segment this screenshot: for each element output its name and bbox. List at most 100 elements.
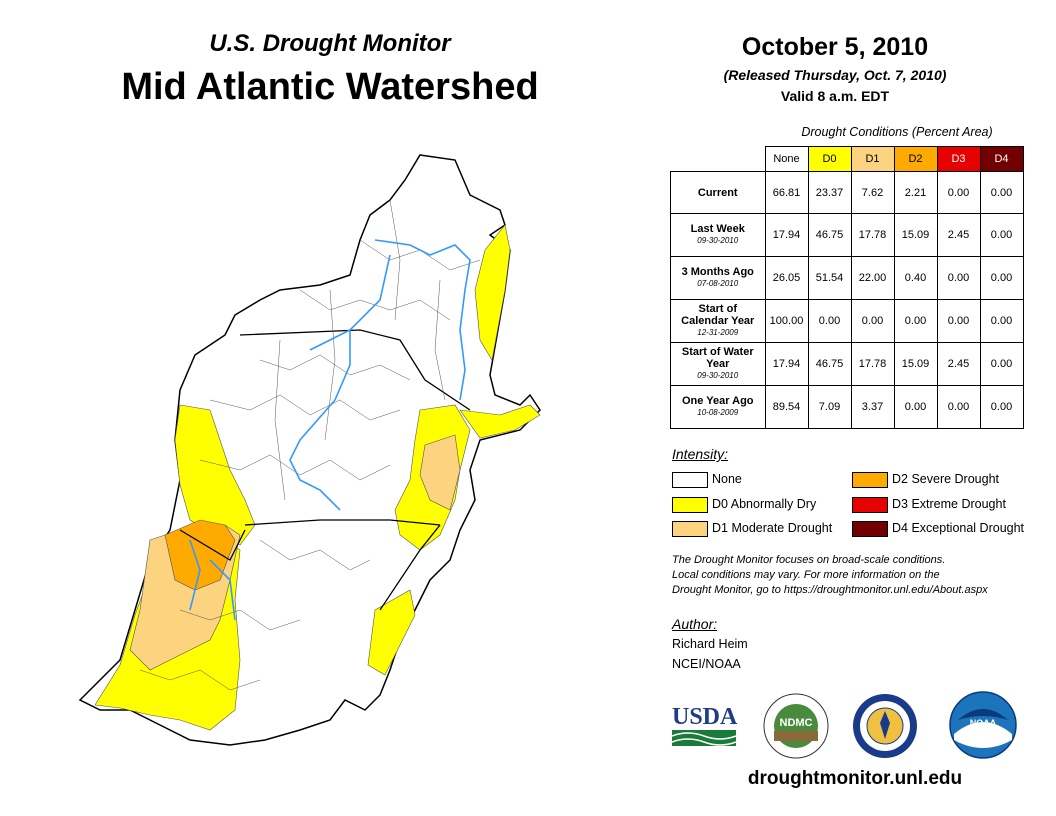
cell-d1: 7.62 [850, 171, 895, 214]
cell-d4: 0.00 [979, 256, 1024, 300]
row-date: 09-30-2010 [697, 236, 739, 245]
drought-d0-region [474, 224, 511, 361]
legend-label-d1: D1 Moderate Drought [712, 521, 833, 535]
table-row: One Year Ago 10-08-2009 89.54 7.09 3.37 0.00 0… [670, 385, 1024, 429]
disclaimer-note: The Drought Monitor focuses on broad-sca… [672, 553, 1042, 598]
table-row: Last Week 09-30-2010 17.94 46.75 17.78 15.09 2… [670, 213, 1024, 257]
legend-swatch-d4 [852, 520, 888, 537]
noaa-logo: NOAA [949, 691, 1017, 759]
cell-d4: 0.00 [979, 171, 1024, 214]
legend-label-d3: D3 Extreme Drought [892, 497, 1006, 511]
cell-d1: 0.00 [850, 299, 895, 343]
table-row: Current 66.81 23.37 7.62 2.21 0.00 0.00 [670, 171, 1024, 214]
drought-d2-region [164, 519, 236, 591]
legend-item-d2: D2 Severe Drought [852, 471, 1000, 488]
cell-d1: 17.78 [850, 213, 895, 257]
legend-label-d4: D4 Exceptional Drought [892, 521, 1025, 535]
state-boundary [239, 329, 471, 411]
state-boundary [179, 529, 246, 561]
author-organization: NCEI/NOAA [672, 657, 741, 671]
cell-d0: 46.75 [807, 213, 852, 257]
note-line: The Drought Monitor focuses on broad-sca… [672, 554, 946, 566]
table-header-row: None D0 D1 D2 D3 D4 [671, 146, 1024, 172]
table-caption: Drought Conditions (Percent Area) [801, 125, 993, 139]
map-date: October 5, 2010 [741, 33, 929, 61]
legend-item-d1: D1 Moderate Drought [672, 520, 833, 537]
drought-d0-region [459, 404, 541, 439]
author-label: Author: [672, 616, 718, 632]
cell-d2: 0.00 [893, 299, 938, 343]
row-date: 09-30-2010 [697, 371, 739, 380]
legend-swatch-d2 [852, 471, 888, 488]
legend-swatch-d0 [672, 496, 708, 513]
note-line: Local conditions may vary. For more info… [672, 569, 940, 581]
cell-d0: 23.37 [807, 171, 852, 214]
map-title: Mid Atlantic Watershed [121, 66, 539, 108]
svg-text:NOAA: NOAA [970, 718, 997, 728]
cell-d2: 0.40 [893, 256, 938, 300]
legend-label-d2: D2 Severe Drought [892, 472, 1000, 486]
cell-none: 100.00 [764, 299, 809, 343]
release-date: (Released Thursday, Oct. 7, 2010) [723, 67, 947, 83]
legend-item-none: None [672, 471, 742, 488]
row-label: Start of Calendar Year 12-31-2009 [670, 299, 766, 343]
cell-none: 89.54 [764, 385, 809, 429]
cell-d0: 51.54 [807, 256, 852, 300]
note-line: Drought Monitor, go to https://droughtmo… [672, 584, 988, 596]
column-header-d1: D1 [850, 146, 895, 172]
cell-none: 17.94 [764, 213, 809, 257]
author-name: Richard Heim [672, 637, 748, 651]
legend-swatch-d3 [852, 496, 888, 513]
legend-swatch-d1 [672, 520, 708, 537]
legend-label-d0: D0 Abnormally Dry [712, 497, 817, 511]
legend-item-d0: D0 Abnormally Dry [672, 496, 817, 513]
row-label: One Year Ago 10-08-2009 [670, 385, 766, 429]
column-header-d3: D3 [936, 146, 981, 172]
table-row: Start of Water Year 09-30-2010 17.94 46.75 1… [670, 342, 1024, 386]
drought-d1-region [419, 434, 461, 511]
svg-text:NDMC: NDMC [780, 717, 813, 729]
drought-d0-region [174, 404, 256, 546]
state-boundary [244, 519, 441, 526]
row-label: 3 Months Ago 07-08-2010 [670, 256, 766, 300]
cell-d1: 22.00 [850, 256, 895, 300]
cell-d3: 2.45 [936, 342, 981, 386]
drought-d0-region [367, 589, 416, 676]
cell-d1: 3.37 [850, 385, 895, 429]
cell-d2: 2.21 [893, 171, 938, 214]
row-date: 10-08-2009 [697, 408, 739, 417]
legend-label-none: None [712, 472, 742, 486]
valid-time: Valid 8 a.m. EDT [780, 88, 890, 104]
row-label: Last Week 09-30-2010 [670, 213, 766, 257]
doc-seal-logo [853, 694, 917, 758]
row-label-text: Last Week [690, 223, 745, 235]
cell-d3: 0.00 [936, 171, 981, 214]
cell-d4: 0.00 [979, 385, 1024, 429]
website-url[interactable]: droughtmonitor.unl.edu [747, 768, 963, 789]
row-label-text: Current [697, 186, 738, 199]
ndmc-logo: NDMC [763, 693, 829, 759]
table-corner [671, 147, 766, 172]
cell-d3: 0.00 [936, 385, 981, 429]
cell-d1: 17.78 [850, 342, 895, 386]
cell-none: 17.94 [764, 342, 809, 386]
cell-d0: 0.00 [807, 299, 852, 343]
cell-d4: 0.00 [979, 299, 1024, 343]
county-lines [139, 199, 481, 691]
svg-text:USDA: USDA [672, 704, 738, 730]
cell-d0: 46.75 [807, 342, 852, 386]
cell-d2: 0.00 [893, 385, 938, 429]
legend-item-d4: D4 Exceptional Drought [852, 520, 1025, 537]
row-label-text: 3 Months Ago [681, 266, 754, 278]
column-header-d2: D2 [893, 146, 938, 172]
row-date: 12-31-2009 [697, 328, 739, 337]
legend-swatch-none [672, 471, 708, 488]
row-label-text: Start of Water Year [681, 346, 754, 370]
cell-none: 26.05 [764, 256, 809, 300]
row-label: Current [670, 171, 766, 214]
cell-d2: 15.09 [893, 342, 938, 386]
column-header-none: None [764, 146, 809, 172]
state-boundary [379, 524, 441, 611]
drought-map [78, 154, 541, 746]
row-label: Start of Water Year 09-30-2010 [670, 342, 766, 386]
